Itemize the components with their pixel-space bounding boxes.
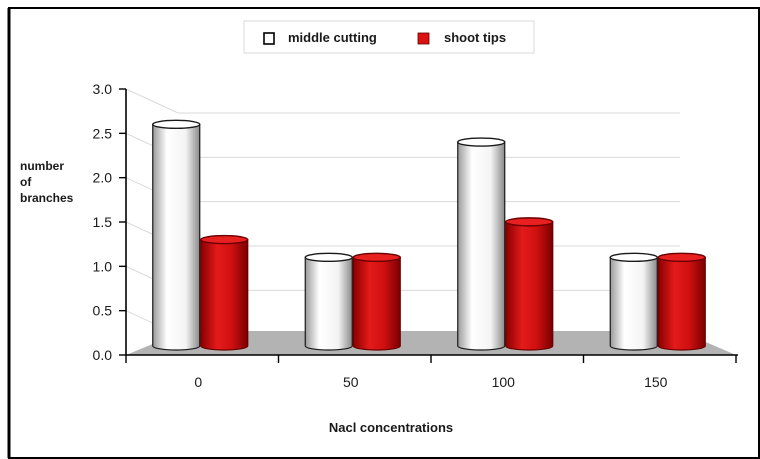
y-tick-label: 0.5 — [93, 303, 113, 319]
legend-swatch-middle-cutting — [263, 32, 275, 45]
bar-top — [200, 234, 249, 245]
bar-middle-cutting-0 — [152, 119, 201, 351]
y-axis-label: number of branches — [20, 159, 74, 205]
bar-top — [152, 119, 201, 130]
x-tick-label: 50 — [343, 374, 359, 390]
legend-label-shoot-tips: shoot tips — [444, 30, 506, 45]
bar-top — [352, 252, 401, 263]
x-tick-label: 100 — [492, 374, 516, 390]
bar-top — [457, 137, 506, 147]
legend: middle cutting shoot tips — [243, 20, 535, 54]
bar-body — [352, 256, 401, 351]
bar-middle-cutting-100 — [457, 137, 506, 351]
bars — [152, 119, 706, 351]
bar-body — [505, 221, 554, 351]
bar-body — [200, 239, 249, 351]
bar-body — [152, 123, 201, 351]
bar-body — [304, 256, 353, 351]
y-tick-label: 0.0 — [93, 347, 113, 363]
x-tick-label: 0 — [194, 374, 202, 390]
bar-shoot-tips-50 — [352, 252, 401, 351]
bar-top — [304, 252, 353, 263]
y-axis-label-line-1: number — [20, 159, 64, 173]
bar-middle-cutting-150 — [609, 252, 658, 351]
y-tick-label: 2.5 — [93, 125, 113, 141]
y-axis: 0.0 0.5 1.0 1.5 2.0 2.5 3.0 — [93, 81, 127, 363]
bar-shoot-tips-100 — [505, 217, 554, 351]
legend-label-middle-cutting: middle cutting — [288, 30, 377, 45]
legend-box — [243, 20, 535, 54]
bar-top — [609, 252, 658, 263]
bar-shoot-tips-150 — [657, 252, 706, 351]
bar-body — [457, 141, 506, 351]
y-axis-label-line-3: branches — [20, 191, 74, 205]
y-tick-label: 1.5 — [93, 214, 113, 230]
y-tick-label: 2.0 — [93, 170, 113, 186]
x-tick-label: 150 — [644, 374, 668, 390]
chart-border — [8, 7, 760, 459]
bar-top — [657, 252, 706, 263]
y-tick-label: 3.0 — [93, 81, 113, 97]
x-axis-title: Nacl concentrations — [329, 420, 453, 435]
bar-shoot-tips-0 — [200, 234, 249, 351]
bar-middle-cutting-50 — [304, 252, 353, 351]
gridline — [125, 88, 680, 114]
x-axis: 0 50 100 150 — [125, 354, 738, 390]
bar-body — [609, 256, 658, 351]
legend-swatch-shoot-tips — [417, 32, 430, 45]
bar-top — [505, 217, 554, 227]
chart-floor — [126, 331, 736, 355]
bar-body — [657, 256, 706, 351]
y-axis-label-line-2: of — [20, 175, 32, 189]
floor-plane — [126, 331, 736, 355]
y-tick-label: 1.0 — [93, 258, 113, 274]
